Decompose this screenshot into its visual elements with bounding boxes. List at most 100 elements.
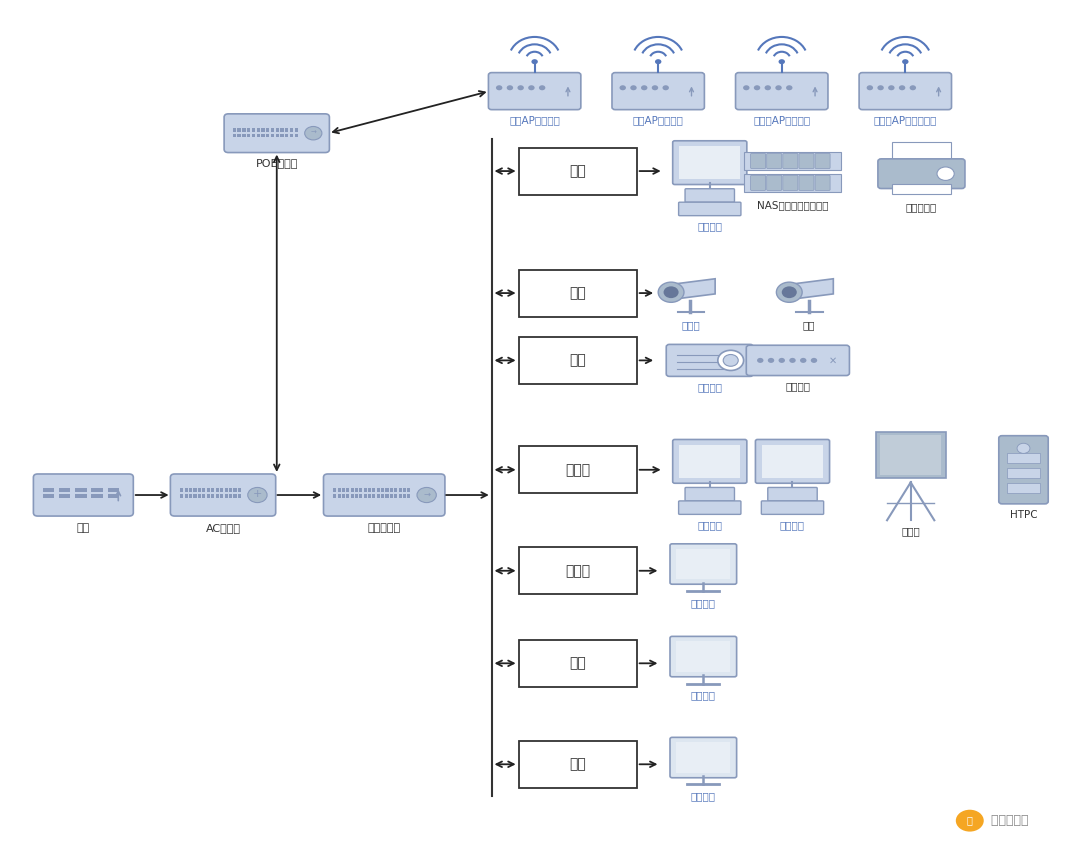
FancyBboxPatch shape	[281, 128, 284, 131]
Text: 主卧: 主卧	[569, 656, 586, 670]
FancyBboxPatch shape	[271, 134, 274, 137]
FancyBboxPatch shape	[216, 494, 219, 498]
FancyBboxPatch shape	[257, 134, 260, 137]
FancyBboxPatch shape	[767, 175, 782, 191]
FancyBboxPatch shape	[880, 435, 942, 475]
FancyBboxPatch shape	[38, 512, 129, 516]
FancyBboxPatch shape	[999, 435, 1049, 504]
Circle shape	[663, 286, 678, 298]
FancyBboxPatch shape	[229, 488, 232, 492]
Polygon shape	[787, 279, 834, 300]
FancyBboxPatch shape	[739, 107, 825, 109]
FancyBboxPatch shape	[185, 488, 188, 492]
FancyBboxPatch shape	[407, 488, 410, 492]
Circle shape	[247, 488, 267, 502]
FancyBboxPatch shape	[488, 73, 581, 109]
FancyBboxPatch shape	[333, 488, 336, 492]
FancyBboxPatch shape	[281, 134, 284, 137]
FancyBboxPatch shape	[799, 175, 814, 191]
FancyBboxPatch shape	[247, 134, 251, 137]
FancyBboxPatch shape	[92, 488, 103, 492]
FancyBboxPatch shape	[1008, 468, 1040, 478]
FancyBboxPatch shape	[878, 159, 964, 189]
Circle shape	[718, 351, 744, 370]
FancyBboxPatch shape	[876, 432, 946, 479]
Circle shape	[811, 358, 818, 363]
FancyBboxPatch shape	[673, 440, 747, 484]
FancyBboxPatch shape	[751, 175, 766, 191]
Circle shape	[654, 59, 661, 64]
Text: 什么值得买: 什么值得买	[987, 814, 1028, 828]
FancyBboxPatch shape	[815, 153, 831, 169]
FancyBboxPatch shape	[381, 494, 384, 498]
Circle shape	[888, 86, 894, 91]
FancyBboxPatch shape	[390, 488, 393, 492]
Circle shape	[777, 282, 802, 302]
FancyBboxPatch shape	[518, 547, 637, 595]
FancyBboxPatch shape	[744, 174, 841, 192]
Circle shape	[631, 86, 637, 91]
FancyBboxPatch shape	[198, 488, 201, 492]
FancyBboxPatch shape	[394, 494, 397, 498]
FancyBboxPatch shape	[261, 128, 265, 131]
FancyBboxPatch shape	[232, 134, 237, 137]
Text: AC路由器: AC路由器	[205, 523, 241, 533]
Circle shape	[724, 355, 739, 366]
FancyBboxPatch shape	[767, 153, 782, 169]
Circle shape	[743, 86, 750, 91]
FancyBboxPatch shape	[220, 494, 224, 498]
FancyBboxPatch shape	[491, 107, 578, 109]
Circle shape	[779, 59, 785, 64]
Text: 网络电视: 网络电视	[691, 791, 716, 801]
FancyBboxPatch shape	[1008, 452, 1040, 462]
Circle shape	[765, 86, 771, 91]
FancyBboxPatch shape	[755, 440, 829, 484]
FancyBboxPatch shape	[373, 494, 376, 498]
FancyBboxPatch shape	[666, 345, 753, 376]
FancyBboxPatch shape	[76, 488, 86, 492]
FancyBboxPatch shape	[271, 128, 274, 131]
FancyBboxPatch shape	[386, 488, 389, 492]
FancyBboxPatch shape	[761, 445, 823, 479]
FancyBboxPatch shape	[746, 346, 850, 375]
FancyBboxPatch shape	[289, 134, 293, 137]
FancyBboxPatch shape	[180, 488, 184, 492]
Circle shape	[658, 282, 684, 302]
FancyBboxPatch shape	[261, 134, 265, 137]
FancyBboxPatch shape	[233, 494, 237, 498]
FancyBboxPatch shape	[338, 488, 340, 492]
Circle shape	[866, 86, 873, 91]
Text: NAS（使用链路聚合）: NAS（使用链路聚合）	[757, 201, 828, 211]
Text: 儿童电脑: 儿童电脑	[780, 520, 805, 530]
FancyBboxPatch shape	[676, 641, 730, 672]
Text: POE交换机: POE交换机	[256, 158, 298, 168]
FancyBboxPatch shape	[399, 488, 402, 492]
FancyBboxPatch shape	[377, 494, 380, 498]
FancyBboxPatch shape	[407, 494, 410, 498]
FancyBboxPatch shape	[171, 474, 275, 516]
FancyBboxPatch shape	[228, 149, 325, 152]
FancyBboxPatch shape	[518, 147, 637, 195]
Circle shape	[651, 86, 658, 91]
Text: 核心交换机: 核心交换机	[367, 523, 401, 533]
Circle shape	[620, 86, 626, 91]
Circle shape	[768, 358, 774, 363]
FancyBboxPatch shape	[275, 128, 279, 131]
Text: 儿童房: 儿童房	[565, 462, 590, 477]
FancyBboxPatch shape	[892, 185, 951, 194]
Text: 客厅: 客厅	[569, 353, 586, 368]
FancyBboxPatch shape	[202, 494, 205, 498]
FancyBboxPatch shape	[232, 128, 237, 131]
Circle shape	[528, 86, 535, 91]
FancyBboxPatch shape	[206, 494, 210, 498]
Text: 网络打印机: 网络打印机	[906, 202, 937, 213]
Circle shape	[937, 167, 955, 180]
Circle shape	[800, 358, 807, 363]
FancyBboxPatch shape	[394, 488, 397, 492]
FancyBboxPatch shape	[685, 488, 734, 501]
FancyBboxPatch shape	[43, 488, 54, 492]
FancyBboxPatch shape	[390, 494, 393, 498]
FancyBboxPatch shape	[180, 494, 184, 498]
FancyBboxPatch shape	[229, 494, 232, 498]
FancyBboxPatch shape	[373, 488, 376, 492]
